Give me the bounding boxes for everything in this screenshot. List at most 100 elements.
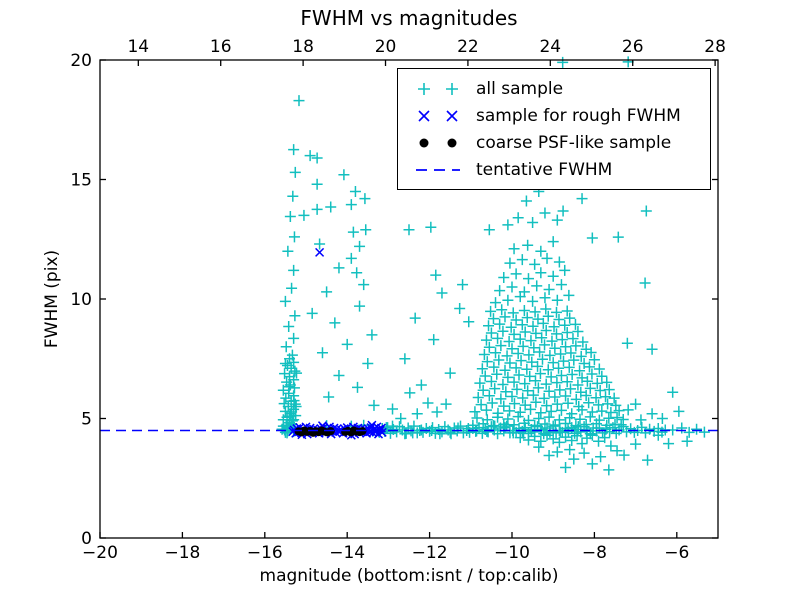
data-point-plus xyxy=(279,295,291,307)
data-point-plus xyxy=(472,391,484,403)
data-point-plus xyxy=(681,435,693,447)
data-point-plus xyxy=(639,277,651,289)
data-point-plus xyxy=(504,257,516,269)
data-point-plus xyxy=(560,461,572,473)
data-point-plus xyxy=(545,405,557,417)
x-bottom-tick-label: −10 xyxy=(494,543,530,563)
plus-marker-icon xyxy=(418,82,458,95)
data-point-plus xyxy=(543,283,555,295)
data-point-plus xyxy=(519,326,531,338)
data-point-plus xyxy=(551,377,563,389)
y-tick-label: 0 xyxy=(81,529,92,549)
data-point-plus xyxy=(586,232,598,244)
data-point-plus xyxy=(547,433,559,445)
data-point-plus xyxy=(572,421,584,433)
data-point-plus xyxy=(557,205,569,217)
data-point-plus xyxy=(286,349,298,361)
data-point-plus xyxy=(345,199,357,211)
x-bottom-tick-label: −20 xyxy=(82,543,118,563)
data-point-plus xyxy=(426,422,438,434)
data-point-plus xyxy=(523,349,535,361)
data-point-plus xyxy=(530,396,542,408)
data-point-plus xyxy=(333,262,345,274)
data-point-plus xyxy=(475,399,487,411)
data-point-plus xyxy=(547,270,559,282)
data-point-plus xyxy=(481,425,493,437)
data-point-plus xyxy=(541,429,553,441)
data-point-plus xyxy=(518,304,530,316)
data-point-plus xyxy=(341,338,353,350)
data-point-plus xyxy=(471,412,483,424)
data-point-plus xyxy=(283,381,295,393)
data-point-plus xyxy=(281,376,293,388)
data-point-plus xyxy=(559,319,571,331)
data-point-plus xyxy=(360,224,372,236)
data-point-plus xyxy=(543,411,555,423)
data-point-plus xyxy=(565,383,577,395)
data-point-plus xyxy=(574,413,586,425)
data-point-plus xyxy=(517,392,529,404)
data-point-plus xyxy=(474,377,486,389)
data-point-plus xyxy=(444,367,456,379)
data-point-plus xyxy=(593,399,605,411)
data-point-plus xyxy=(507,307,519,319)
data-point-plus xyxy=(555,279,567,291)
data-point-plus xyxy=(578,447,590,459)
data-point-plus xyxy=(539,207,551,219)
data-point-plus xyxy=(483,224,495,236)
data-point-plus xyxy=(542,364,554,376)
data-point-plus xyxy=(561,376,573,388)
data-point-plus xyxy=(508,376,520,388)
series-sample-for-rough-fwhm xyxy=(288,247,387,440)
data-point-plus xyxy=(485,375,497,387)
data-point-plus xyxy=(569,318,581,330)
data-point-plus xyxy=(505,321,517,333)
data-point-plus xyxy=(467,419,479,431)
data-point-plus xyxy=(494,285,506,297)
data-point-plus xyxy=(676,422,688,434)
data-point-plus xyxy=(454,303,466,315)
data-point-plus xyxy=(525,335,537,347)
legend-label: all sample xyxy=(476,78,564,99)
data-point-plus xyxy=(347,226,359,238)
data-point-plus xyxy=(541,252,553,264)
data-point-plus xyxy=(510,268,522,280)
x-top-tick-label: 28 xyxy=(704,37,726,57)
data-point-plus xyxy=(553,436,565,448)
data-point-plus xyxy=(508,419,520,431)
data-point-plus xyxy=(561,326,573,338)
data-point-plus xyxy=(683,426,695,438)
data-point-plus xyxy=(500,386,512,398)
data-point-plus xyxy=(440,398,452,410)
data-point-plus xyxy=(366,329,378,341)
data-point-plus xyxy=(538,392,550,404)
data-point-plus xyxy=(399,353,411,365)
data-point-plus xyxy=(345,252,357,264)
data-point-plus xyxy=(499,311,511,323)
data-point-plus xyxy=(504,405,516,417)
data-point-x xyxy=(315,247,325,257)
data-point-plus xyxy=(477,384,489,396)
data-point-plus xyxy=(590,392,602,404)
data-point-plus xyxy=(611,445,623,457)
data-point-plus xyxy=(288,144,300,156)
data-point-plus xyxy=(596,405,608,417)
data-point-plus xyxy=(593,435,605,447)
data-point-plus xyxy=(599,432,611,444)
data-point-plus xyxy=(522,385,534,397)
data-point-plus xyxy=(667,386,679,398)
data-point-plus xyxy=(529,306,541,318)
data-point-plus xyxy=(402,422,414,434)
legend-label: coarse PSF-like sample xyxy=(476,132,672,153)
data-point-plus xyxy=(560,431,572,443)
data-point-plus xyxy=(621,337,633,349)
data-point-plus xyxy=(492,332,504,344)
data-point-plus xyxy=(630,398,642,410)
data-point-plus xyxy=(580,418,592,430)
data-point-plus xyxy=(601,376,613,388)
data-point-plus xyxy=(400,427,412,439)
data-point-plus xyxy=(288,332,300,344)
data-point-plus xyxy=(534,368,546,380)
data-point-plus xyxy=(544,426,556,438)
